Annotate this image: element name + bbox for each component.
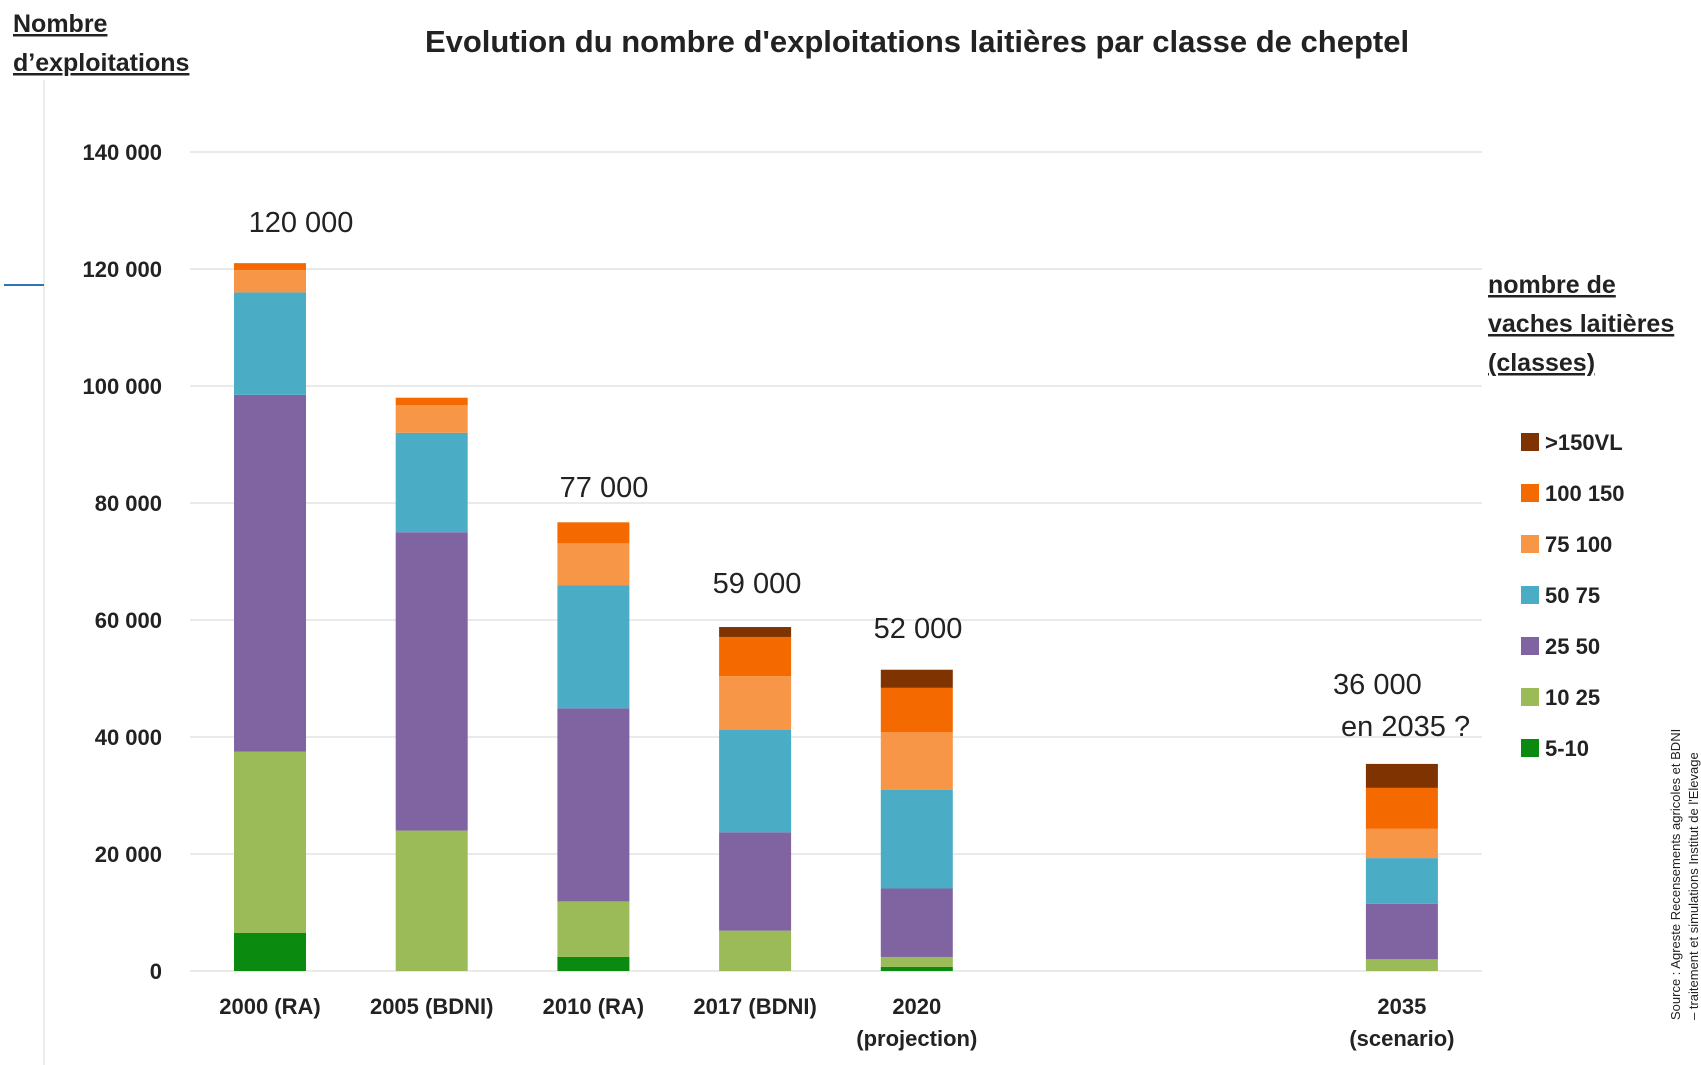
bar-segment	[880, 732, 953, 790]
bar-segment	[234, 292, 306, 395]
source-note: Source : Agreste Recensements agricoles …	[1668, 729, 1701, 1020]
x-tick-label: 2035 (scenario)	[1349, 994, 1454, 1051]
bar-segment	[880, 687, 953, 733]
bar-segment	[719, 676, 792, 730]
bar-segment	[234, 932, 306, 971]
bar-segment	[719, 832, 792, 931]
x-tick-label: 2005 (BDNI)	[370, 994, 493, 1019]
legend-swatch	[1521, 637, 1539, 655]
y-tick-label: 100 000	[82, 374, 162, 399]
bar-segment	[880, 966, 953, 971]
legend-title: nombre de vaches laitières (classes)	[1488, 271, 1674, 377]
total-annotation: 52 000	[874, 613, 963, 645]
bar-segment	[719, 930, 792, 971]
bar-segment	[557, 708, 630, 902]
legend-swatch	[1521, 688, 1539, 706]
bar-segment	[395, 830, 468, 971]
x-tick-label: 2000 (RA)	[219, 994, 320, 1019]
total-annotation: 36 000 en 2035 ?	[1333, 669, 1470, 743]
legend-swatch	[1521, 535, 1539, 553]
bar-segment	[234, 263, 306, 271]
x-tick-label: 2010 (RA)	[543, 994, 644, 1019]
bar-segment	[1365, 787, 1438, 829]
total-annotation: 77 000	[560, 472, 649, 504]
legend-swatch	[1521, 739, 1539, 757]
legend-label: 100 150	[1545, 481, 1625, 506]
legend-label: 75 100	[1545, 532, 1612, 557]
bar-segment	[234, 751, 306, 933]
y-tick-label: 120 000	[82, 257, 162, 282]
bar-segment	[1365, 903, 1438, 960]
bar-segment	[557, 585, 630, 709]
bar-segment	[1365, 763, 1438, 788]
bar-segment	[557, 956, 630, 971]
legend-label: 50 75	[1545, 583, 1600, 608]
legend-label: 5-10	[1545, 736, 1589, 761]
bar-segment	[1365, 828, 1438, 859]
bar-segment	[1365, 858, 1438, 904]
x-tick-label: 2020 (projection)	[856, 994, 977, 1051]
bar-segment	[395, 532, 468, 831]
y-tick-label: 140 000	[82, 140, 162, 165]
bar-segment	[880, 888, 953, 957]
bar-segment	[719, 729, 792, 833]
bar-segment	[234, 394, 306, 752]
bar-segment	[1365, 959, 1438, 971]
y-tick-label: 20 000	[95, 842, 162, 867]
legend-label: 10 25	[1545, 685, 1600, 710]
legend-swatch	[1521, 586, 1539, 604]
bar-segment	[719, 636, 792, 677]
total-annotation: 59 000	[713, 568, 802, 600]
y-axis-label: Nombre d’exploitations	[13, 10, 189, 77]
x-tick-label: 2017 (BDNI)	[693, 994, 816, 1019]
bar-segment	[557, 901, 630, 957]
y-tick-label: 0	[150, 959, 162, 984]
bar-segment	[719, 627, 792, 637]
bar-segment	[880, 956, 953, 967]
y-tick-label: 60 000	[95, 608, 162, 633]
y-tick-label: 80 000	[95, 491, 162, 516]
total-annotation: 120 000	[249, 207, 354, 239]
bar-segment	[880, 789, 953, 889]
bar-segment	[395, 397, 468, 406]
legend-label: 25 50	[1545, 634, 1600, 659]
bar-segment	[395, 405, 468, 433]
bar-segment	[234, 270, 306, 293]
bar-segment	[395, 432, 468, 533]
legend-swatch	[1521, 433, 1539, 451]
legend-label: >150VL	[1545, 430, 1623, 455]
legend-swatch	[1521, 484, 1539, 502]
bar-segment	[557, 543, 630, 586]
chart-title: Evolution du nombre d'exploitations lait…	[425, 24, 1409, 59]
bar-segment	[557, 522, 630, 544]
bar-segment	[880, 669, 953, 688]
y-tick-label: 40 000	[95, 725, 162, 750]
